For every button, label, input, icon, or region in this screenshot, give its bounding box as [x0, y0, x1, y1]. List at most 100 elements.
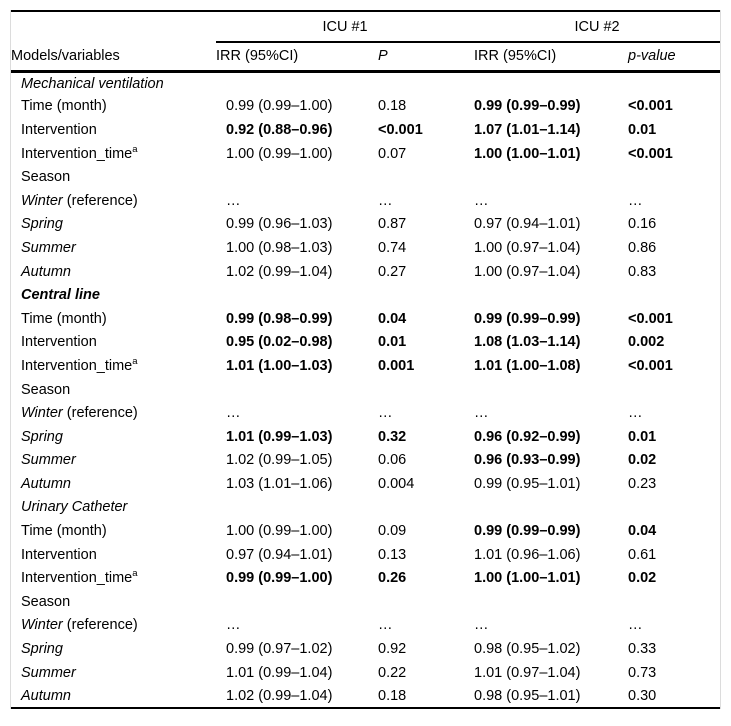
- row-label: Summer: [21, 239, 76, 256]
- cell-icu2-p: 0.86: [628, 239, 657, 256]
- cell-icu1-p: 0.18: [378, 98, 407, 115]
- cell-icu2-p: <0.001: [628, 98, 673, 115]
- cell-icu1-irr: [216, 283, 378, 307]
- footnote-marker: a: [132, 356, 138, 368]
- cell-icu2-p: 0.23: [628, 475, 657, 492]
- row-label: Intervention_timea: [21, 356, 138, 374]
- cell-icu2-irr: 0.99 (0.99–0.99): [474, 98, 581, 115]
- results-table-frame: ICU #1 ICU #2 Models/variables IRR (95%C…: [10, 10, 721, 710]
- cell-icu1-p: 0.01: [378, 334, 407, 351]
- table-row: Season: [11, 378, 720, 402]
- table-row: Intervention 0.95 (0.02–0.98) 0.01 1.08 (1.…: [11, 331, 720, 355]
- col-group-icu2: ICU #2: [474, 11, 721, 43]
- table-row: Time (month) 1.00 (0.99–1.00) 0.09 0.99 (0.…: [11, 519, 720, 543]
- table-row: Intervention 0.92 (0.88–0.96) <0.001 1.07 (…: [11, 118, 720, 142]
- cell-icu2-p: [628, 378, 720, 402]
- table-row: Winter (reference) … … … …: [11, 401, 720, 425]
- cell-icu1-p: 0.09: [378, 523, 407, 540]
- cell-icu1-p: …: [378, 405, 393, 422]
- cell-icu2-irr: 0.99 (0.99–0.99): [474, 523, 581, 540]
- cell-icu1-irr: [216, 165, 378, 189]
- cell-icu1-irr: 0.99 (0.96–1.03): [226, 216, 333, 233]
- cell-icu2-irr: …: [474, 405, 489, 422]
- row-label: Urinary Catheter: [21, 499, 128, 516]
- cell-icu2-p: [628, 590, 720, 614]
- row-label: Summer: [21, 452, 76, 469]
- table-row: Winter (reference)…………: [11, 189, 720, 213]
- table-row: Season: [11, 590, 720, 614]
- cell-icu2-irr: 0.97 (0.94–1.01): [474, 216, 581, 233]
- cell-icu1-p: 0.07: [378, 145, 407, 162]
- cell-icu2-p: 0.02: [628, 570, 657, 587]
- cell-icu2-irr: …: [474, 192, 489, 209]
- cell-icu2-irr: 0.99 (0.95–1.01): [474, 475, 581, 492]
- cell-icu1-p: 0.26: [378, 570, 407, 587]
- row-label: Summer: [21, 664, 76, 681]
- cell-icu1-irr: [216, 496, 378, 520]
- row-label: Season: [21, 169, 71, 186]
- table-row: Winter (reference)…………: [11, 614, 720, 638]
- cell-icu1-irr: 1.01 (1.00–1.03): [226, 357, 333, 374]
- cell-icu2-p: [628, 165, 720, 189]
- cell-icu1-p: [378, 378, 474, 402]
- cell-icu1-p: 0.92: [378, 641, 407, 658]
- col-header-models-variables: Models/variables: [11, 42, 216, 73]
- cell-icu2-irr: [474, 590, 628, 614]
- cell-icu2-p: …: [628, 405, 643, 422]
- spanner-row: ICU #1 ICU #2: [11, 11, 721, 43]
- cell-icu2-p: 0.01: [628, 121, 657, 138]
- cell-icu1-irr: 1.01 (0.99–1.03): [226, 428, 333, 445]
- cell-icu2-p: <0.001: [628, 357, 673, 374]
- table-row: Time (month) 0.99 (0.98–0.99) 0.04 0.99 (0.…: [11, 307, 720, 331]
- cell-icu1-p: [378, 496, 474, 520]
- cell-icu1-p: 0.001: [378, 357, 415, 374]
- cell-icu1-irr: …: [226, 405, 241, 422]
- cell-icu1-irr: 1.01 (0.99–1.04): [226, 664, 333, 681]
- row-label: Season: [21, 593, 71, 610]
- cell-icu1-p: 0.87: [378, 216, 407, 233]
- table-row: Summer 1.00 (0.98–1.03) 0.74 1.00 (0.97–1.0…: [11, 236, 720, 260]
- cell-icu1-p: [378, 165, 474, 189]
- cell-icu2-p: …: [628, 617, 643, 634]
- cell-icu2-irr: 1.01 (0.97–1.04): [474, 664, 581, 681]
- cell-icu1-p: <0.001: [378, 121, 423, 138]
- cell-icu1-irr: 1.00 (0.99–1.00): [226, 145, 333, 162]
- cell-icu1-p: 0.18: [378, 687, 407, 704]
- cell-icu2-p: <0.001: [628, 145, 673, 162]
- cell-icu2-irr: 0.99 (0.99–0.99): [474, 310, 581, 327]
- table-row: Time (month) 0.99 (0.99–1.00) 0.18 0.99 (0.…: [11, 95, 720, 119]
- row-label: Intervention_timea: [21, 143, 138, 162]
- cell-icu2-p: 0.002: [628, 334, 665, 351]
- cell-icu2-p: [628, 496, 720, 520]
- cell-icu2-p: 0.33: [628, 641, 657, 658]
- cell-icu1-p: 0.13: [378, 546, 407, 563]
- cell-icu1-irr: 0.99 (0.99–1.00): [226, 98, 333, 115]
- row-label: Intervention: [21, 334, 97, 351]
- cell-icu1-irr: …: [226, 192, 241, 209]
- cell-icu2-irr: [474, 71, 628, 95]
- cell-icu1-p: [378, 283, 474, 307]
- cell-icu1-irr: 1.02 (0.99–1.05): [226, 452, 333, 469]
- row-label: Time (month): [21, 98, 107, 115]
- cell-icu1-p: 0.22: [378, 664, 407, 681]
- row-label: Spring: [21, 216, 63, 233]
- row-label: Autumn: [21, 687, 71, 704]
- cell-icu1-irr: 0.97 (0.94–1.01): [226, 546, 333, 563]
- cell-icu1-irr: 0.92 (0.88–0.96): [226, 121, 333, 138]
- row-label: Season: [21, 381, 71, 398]
- cell-icu2-p: 0.04: [628, 523, 657, 540]
- cell-icu1-p: 0.74: [378, 239, 407, 256]
- cell-icu2-irr: 1.01 (0.96–1.06): [474, 546, 581, 563]
- cell-icu2-p: 0.16: [628, 216, 657, 233]
- header-row: Models/variables IRR (95%CI) P IRR (95%C…: [11, 42, 721, 73]
- row-label: Winter (reference): [21, 405, 138, 422]
- cell-icu2-irr: 0.96 (0.93–0.99): [474, 452, 581, 469]
- cell-icu2-irr: [474, 378, 628, 402]
- row-label: Winter (reference): [21, 192, 138, 209]
- col-header-icu2-irr: IRR (95%CI): [474, 42, 629, 73]
- table-row: Autumn 1.02 (0.99–1.04) 0.27 1.00 (0.97–1.0…: [11, 260, 720, 284]
- table-row: Summer 1.01 (0.99–1.04) 0.22 1.01 (0.97–1.0…: [11, 661, 720, 685]
- cell-icu1-p: [378, 590, 474, 614]
- cell-icu1-irr: 1.00 (0.98–1.03): [226, 239, 333, 256]
- footnote-marker: a: [132, 143, 138, 155]
